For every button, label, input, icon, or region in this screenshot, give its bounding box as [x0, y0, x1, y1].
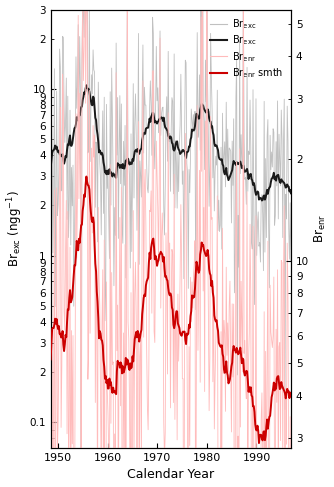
Y-axis label: Br$_{\rm exc}$ (ngg$^{-1}$): Br$_{\rm exc}$ (ngg$^{-1}$) — [6, 190, 25, 267]
Legend: Br$_{\rm exc}$, Br$_{\rm exc}$, Br$_{\rm enr}$, Br$_{\rm enr}$ smth: Br$_{\rm exc}$, Br$_{\rm exc}$, Br$_{\rm… — [207, 15, 286, 83]
Y-axis label: Br$_{\rm enr}$: Br$_{\rm enr}$ — [313, 214, 328, 243]
X-axis label: Calendar Year: Calendar Year — [127, 468, 214, 482]
